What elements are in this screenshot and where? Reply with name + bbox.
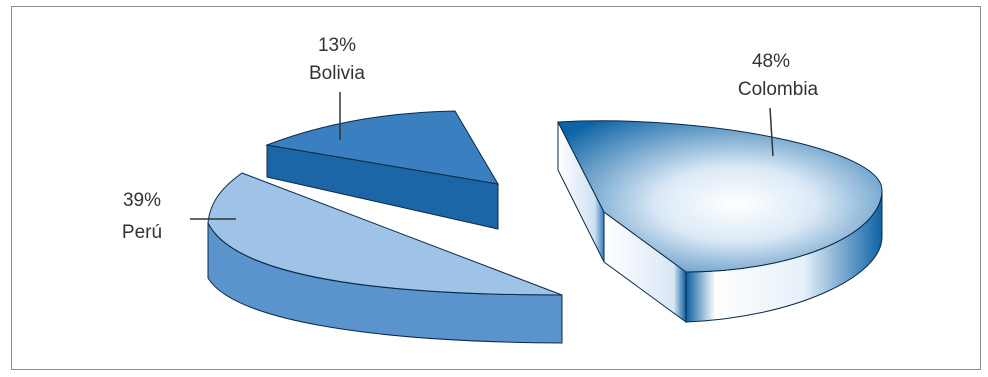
slice-peru-top bbox=[207, 172, 563, 296]
label-bolivia-name: Bolivia bbox=[309, 63, 365, 84]
label-colombia-percent: 48% bbox=[752, 51, 790, 72]
label-bolivia-percent: 13% bbox=[318, 35, 356, 56]
slice-peru bbox=[207, 172, 563, 344]
label-peru-percent: 39% bbox=[123, 190, 161, 211]
slice-bolivia bbox=[265, 110, 499, 230]
slice-colombia-top bbox=[557, 120, 883, 273]
label-colombia-name: Colombia bbox=[738, 79, 819, 100]
leader-line-colombia bbox=[769, 107, 774, 157]
slice-colombia bbox=[557, 120, 883, 323]
label-peru-name: Perú bbox=[122, 222, 162, 243]
slice-bolivia-top bbox=[265, 110, 499, 185]
